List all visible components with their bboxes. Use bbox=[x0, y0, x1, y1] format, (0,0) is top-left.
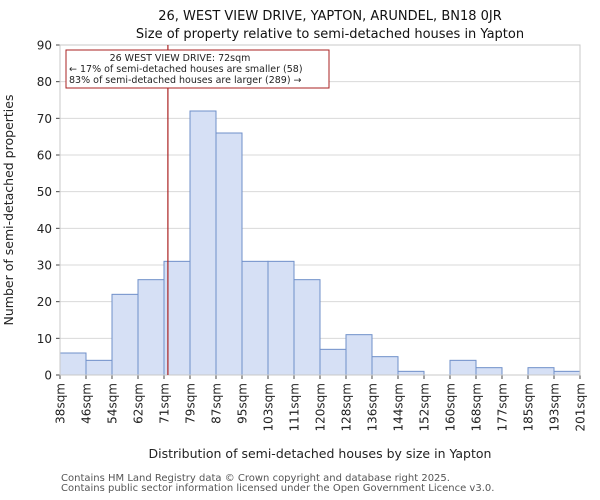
histogram-bar bbox=[241, 260, 269, 376]
annotation-smaller: ← 17% of semi-detached houses are smalle… bbox=[69, 64, 303, 75]
y-tick-label: 70 bbox=[37, 112, 52, 126]
histogram-bar bbox=[475, 367, 503, 376]
histogram-bar bbox=[111, 293, 139, 376]
x-axis-label: Distribution of semi-detached houses by … bbox=[149, 446, 492, 461]
y-axis-label: Number of semi-detached properties bbox=[1, 95, 16, 326]
histogram-bar bbox=[345, 334, 373, 376]
histogram-bar bbox=[293, 279, 321, 376]
x-tick-label: 95sqm bbox=[236, 383, 250, 424]
y-tick-label: 90 bbox=[37, 39, 52, 53]
histogram-bar bbox=[553, 370, 581, 376]
histogram-bar bbox=[189, 110, 217, 376]
y-tick-label: 80 bbox=[37, 75, 52, 89]
y-tick-label: 30 bbox=[37, 259, 52, 273]
x-tick-label: 201sqm bbox=[574, 383, 588, 431]
y-tick-label: 20 bbox=[37, 295, 52, 309]
x-tick-label: 144sqm bbox=[392, 383, 406, 431]
plot-frame bbox=[59, 44, 581, 376]
y-tick-label: 60 bbox=[37, 149, 52, 163]
x-tick-label: 71sqm bbox=[158, 383, 172, 424]
chart-subtitle: Size of property relative to semi-detach… bbox=[136, 27, 524, 42]
chart-title: 26, WEST VIEW DRIVE, YAPTON, ARUNDEL, BN… bbox=[158, 9, 502, 24]
y-tick-label: 50 bbox=[37, 185, 52, 199]
histogram-bar bbox=[397, 370, 425, 376]
annotation-larger: 83% of semi-detached houses are larger (… bbox=[69, 75, 302, 86]
x-tick-label: 136sqm bbox=[366, 383, 380, 431]
histogram-bar bbox=[319, 348, 347, 376]
x-tick-label: 193sqm bbox=[548, 383, 562, 431]
y-tick-label: 0 bbox=[44, 369, 52, 383]
histogram-bar bbox=[267, 260, 295, 376]
x-tick-label: 38sqm bbox=[54, 383, 68, 424]
x-tick-label: 79sqm bbox=[184, 383, 198, 424]
histogram-bar bbox=[215, 132, 243, 376]
histogram-bar bbox=[371, 356, 399, 376]
x-tick-label: 120sqm bbox=[314, 383, 328, 431]
y-tick-label: 40 bbox=[37, 222, 52, 236]
y-axis-ticks: 0 10 20 30 40 50 60 70 80 90 bbox=[37, 39, 60, 383]
histogram-bar bbox=[449, 359, 477, 376]
x-tick-label: 168sqm bbox=[470, 383, 484, 431]
annotation-box bbox=[65, 49, 330, 89]
bars bbox=[59, 110, 581, 376]
x-tick-label: 128sqm bbox=[340, 383, 354, 431]
x-tick-label: 152sqm bbox=[418, 383, 432, 431]
x-tick-label: 103sqm bbox=[262, 383, 276, 431]
histogram-bar bbox=[527, 367, 555, 376]
footer-licence: Contains public sector information licen… bbox=[61, 483, 495, 494]
x-tick-label: 54sqm bbox=[106, 383, 120, 424]
x-tick-label: 87sqm bbox=[210, 383, 224, 424]
x-tick-label: 177sqm bbox=[496, 383, 510, 431]
annotation-title: 26 WEST VIEW DRIVE: 72sqm bbox=[110, 53, 251, 64]
histogram-bar bbox=[137, 279, 165, 376]
x-tick-label: 160sqm bbox=[444, 383, 458, 431]
x-tick-label: 46sqm bbox=[80, 383, 94, 424]
footer-copyright: Contains HM Land Registry data © Crown c… bbox=[61, 473, 450, 484]
histogram-bar bbox=[85, 359, 113, 376]
histogram-bar bbox=[59, 352, 87, 376]
x-axis-ticks: 38sqm 46sqm 54sqm 62sqm 71sqm 79sqm 87sqm 95sqm… bbox=[54, 375, 588, 431]
x-tick-label: 111sqm bbox=[288, 383, 302, 431]
x-tick-label: 185sqm bbox=[522, 383, 536, 431]
y-tick-label: 10 bbox=[37, 332, 52, 346]
x-tick-label: 62sqm bbox=[132, 383, 146, 424]
